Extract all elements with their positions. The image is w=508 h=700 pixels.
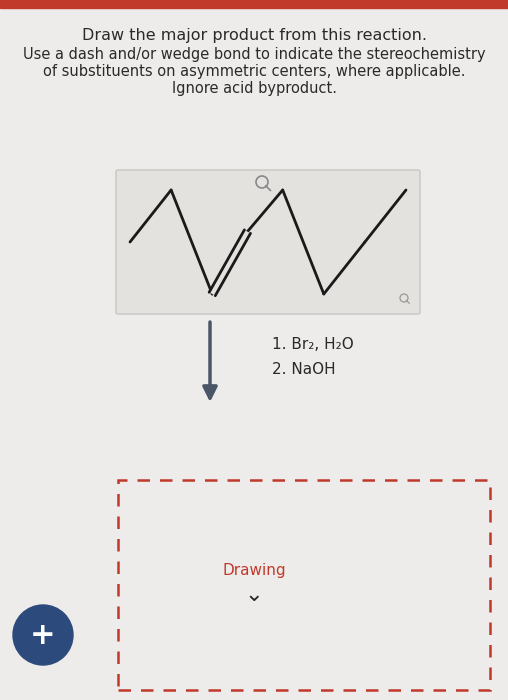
Text: Ignore acid byproduct.: Ignore acid byproduct. bbox=[172, 81, 336, 96]
Circle shape bbox=[13, 605, 73, 665]
Text: 1. Br₂, H₂O: 1. Br₂, H₂O bbox=[272, 337, 354, 352]
Text: Use a dash and/or wedge bond to indicate the stereochemistry: Use a dash and/or wedge bond to indicate… bbox=[23, 47, 485, 62]
Text: Draw the major product from this reaction.: Draw the major product from this reactio… bbox=[81, 28, 427, 43]
FancyBboxPatch shape bbox=[116, 170, 420, 314]
Text: +: + bbox=[30, 620, 56, 650]
Text: of substituents on asymmetric centers, where applicable.: of substituents on asymmetric centers, w… bbox=[43, 64, 465, 79]
Text: 2. NaOH: 2. NaOH bbox=[272, 362, 336, 377]
Bar bbox=[0, 0, 508, 8]
Bar bbox=[118, 480, 490, 690]
Text: Drawing: Drawing bbox=[222, 563, 286, 578]
Text: ⌄: ⌄ bbox=[245, 585, 263, 605]
